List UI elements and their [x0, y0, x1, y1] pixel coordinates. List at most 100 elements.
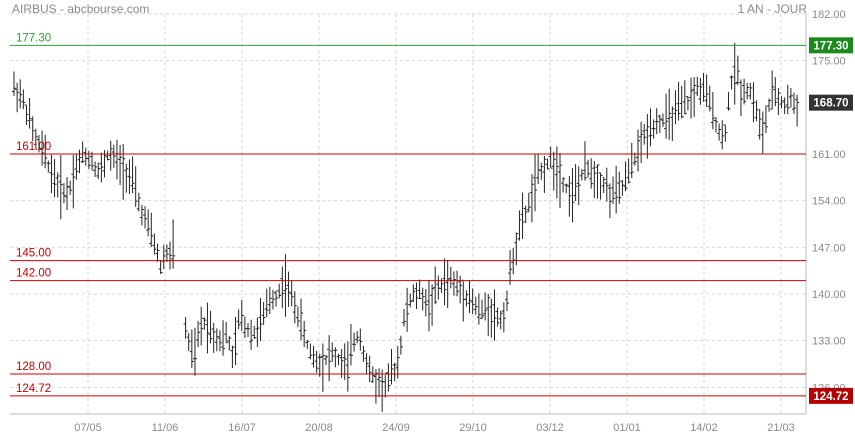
y-tick-label: 161.00: [812, 149, 846, 161]
price-bar: [386, 363, 391, 392]
price-bar: [670, 106, 675, 141]
price-bar: [788, 88, 793, 108]
price-bar: [261, 302, 266, 325]
price-bar: [554, 146, 559, 199]
price-bar: [473, 296, 478, 315]
y-tick-label: 154.00: [812, 196, 846, 208]
price-bar: [202, 317, 207, 330]
price-bar: [751, 82, 756, 123]
price-bar: [239, 300, 244, 332]
price-bar: [18, 79, 23, 109]
price-bar: [155, 243, 160, 262]
price-bar: [586, 159, 591, 178]
price-bar: [102, 150, 107, 178]
price-bar: [292, 291, 297, 324]
price-bar: [729, 75, 734, 90]
x-tick-label: 11/06: [152, 422, 179, 434]
price-bar: [748, 83, 753, 100]
price-bar: [320, 343, 325, 393]
price-bar: [111, 144, 116, 168]
price-bar: [55, 172, 60, 198]
price-bar: [726, 92, 731, 111]
price-bar: [698, 78, 703, 105]
price-bar: [183, 317, 188, 339]
price-bar: [136, 192, 141, 212]
price-bar: [561, 177, 566, 193]
price-bar: [152, 233, 157, 255]
price-bar: [270, 289, 275, 310]
price-bar: [121, 144, 126, 200]
price-bar: [352, 332, 357, 352]
price-bar: [314, 351, 319, 373]
price-bar: [692, 77, 697, 117]
price-bar: [717, 123, 722, 141]
price-bar: [395, 346, 400, 379]
price-bar: [536, 153, 541, 185]
price-bar: [324, 354, 328, 365]
price-bar: [767, 98, 772, 112]
price-bar: [49, 154, 54, 194]
price-bar: [186, 332, 191, 351]
price-bar: [448, 266, 453, 289]
price-bar: [90, 151, 94, 171]
price-bar: [348, 324, 353, 366]
price-bar: [732, 42, 737, 105]
price-bar: [274, 290, 279, 307]
price-bar: [529, 174, 534, 223]
price-bar: [654, 108, 659, 135]
price-bar: [224, 321, 229, 344]
price-bar: [27, 98, 32, 129]
price-bar: [738, 79, 743, 117]
price-bar: [255, 317, 260, 347]
price-bar: [664, 93, 669, 139]
price-bar: [361, 345, 366, 362]
price-bar: [430, 284, 435, 326]
price-bar: [639, 121, 644, 164]
price-bar: [280, 266, 285, 309]
price-bar: [632, 152, 637, 166]
price-bar: [214, 328, 219, 352]
price-bar: [208, 310, 213, 344]
price-bar: [52, 159, 57, 198]
price-bar: [623, 161, 628, 191]
price-bar: [302, 320, 307, 348]
price-bar: [517, 210, 522, 241]
level-label-142.00: 142.00: [16, 268, 51, 280]
price-bar: [205, 302, 210, 354]
price-bar: [333, 347, 338, 368]
grid-lines: [10, 13, 807, 415]
price-bar: [389, 349, 394, 385]
high-price-badge-bg: [809, 37, 853, 54]
y-tick-label: 182.00: [812, 9, 846, 21]
price-bar: [720, 120, 725, 150]
x-axis: 07/05 11/06 16/07 20/08 24/09 29/10 03/12 01/01…: [74, 422, 795, 434]
price-bar: [12, 71, 16, 96]
level-label-177.30: 177.30: [16, 32, 51, 44]
price-bar: [598, 172, 603, 200]
x-tick-label: 01/01: [613, 422, 641, 434]
price-bar: [358, 328, 363, 351]
price-bar: [65, 177, 70, 211]
price-bar: [551, 151, 556, 191]
level-label-124.72: 124.72: [16, 383, 51, 395]
price-bar: [21, 89, 26, 110]
price-bar: [486, 293, 491, 337]
y-tick-label: 140.00: [812, 289, 846, 301]
level-lines: 177.30 161.00 145.00 142.00 128.00 124.72: [10, 32, 806, 397]
price-bar: [246, 323, 250, 338]
price-bar: [629, 142, 634, 178]
low-price-badge-bg: [809, 387, 853, 404]
price-bar: [426, 279, 431, 332]
price-bar: [795, 94, 800, 127]
y-tick-label: 133.00: [812, 336, 846, 348]
price-bar: [445, 259, 450, 309]
price-bar: [118, 145, 123, 186]
price-bar: [595, 164, 600, 199]
price-bar: [96, 162, 101, 180]
price-bar: [308, 343, 313, 360]
price-bar: [576, 166, 581, 206]
price-bar: [380, 369, 385, 412]
price-bar: [24, 104, 29, 126]
price-bar: [46, 160, 51, 173]
price-bar: [192, 327, 197, 376]
